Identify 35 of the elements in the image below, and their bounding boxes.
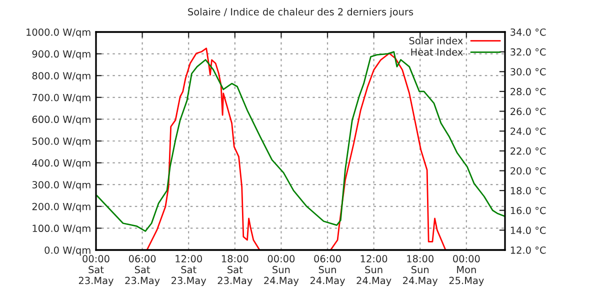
legend-label: Heat Index <box>411 48 463 56</box>
y-tick-label: 500.0 W/qm <box>32 137 90 147</box>
y2-tick-label: 20.0 °C <box>510 167 546 175</box>
x-tick-label: 12:00 Sat 23.May <box>172 255 206 286</box>
y2-tick-label: 22.0 °C <box>510 147 546 155</box>
text: Solar index <box>409 36 463 44</box>
y-tick-label: 600.0 W/qm <box>32 116 90 125</box>
x-tick-label: 12:00 Sun 24.May <box>356 255 392 286</box>
x-tick-label: 18:00 Sun 24.May <box>403 255 438 286</box>
y-tick-label: 0.0 W/qm <box>44 246 90 256</box>
y-tick-label: 200.0 W/qm <box>32 202 90 212</box>
chart-title: Solaire / Indice de chaleur des 2 derniers jours <box>188 8 414 18</box>
y2-tick-label: 30.0 °C <box>510 68 546 76</box>
y2-tick-label: 16.0 °C <box>510 206 546 214</box>
y2-tick-label: 26.0 °C <box>510 108 546 116</box>
y2-tick-label: 28.0 °C <box>510 88 546 96</box>
x-tick-label: 00:00 Sat 23.May <box>78 255 114 286</box>
y-tick-label: 100.0 W/qm <box>32 224 90 234</box>
y2-tick-label: 12.0 °C <box>510 246 546 254</box>
x-tick-label: 06:00 Sat 23.May <box>125 255 160 286</box>
y-tick-label: 800.0 W/qm <box>32 72 90 82</box>
y2-tick-label: 14.0 °C <box>510 226 546 234</box>
y2-tick-label: 24.0 °C <box>510 128 546 135</box>
x-tick-label: 00:00 Sun 24.May <box>264 255 299 286</box>
x-tick-label: 06:00 Sun 24.May <box>310 255 345 286</box>
x-tick-label: 18:00 Sat 23.May <box>218 255 252 286</box>
y2-tick-label: 32.0 °C <box>510 48 546 56</box>
x-tick-label: 00:00 Mon 25.May <box>449 255 484 286</box>
y-tick-label: 300.0 W/qm <box>32 181 90 190</box>
y2-tick-label: 34.0 °C <box>510 28 546 36</box>
y-tick-label: 1000.0 W/qm <box>26 28 90 38</box>
y-tick-label: 400.0 W/qm <box>32 159 90 169</box>
y2-tick-label: 18.0 °C <box>510 187 546 194</box>
y-tick-label: 700.0 W/qm <box>32 94 90 104</box>
y-tick-label: 900.0 W/qm <box>32 50 90 60</box>
